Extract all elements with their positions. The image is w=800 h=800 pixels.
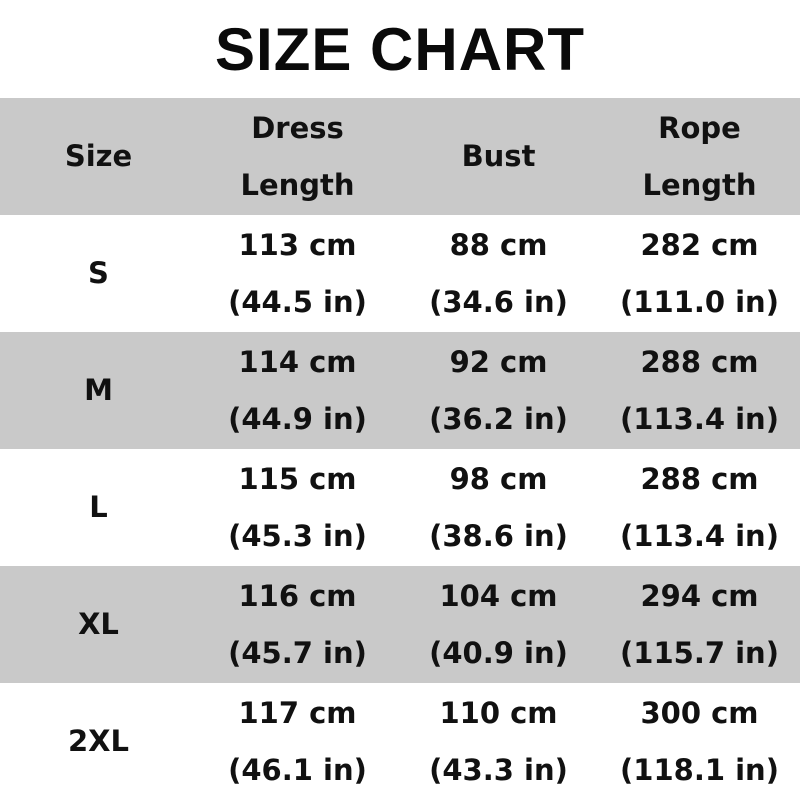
table-row: L 115 cm (45.3 in) 98 cm (38.6 in) 288 cm (113… <box>0 449 800 566</box>
rope-length-cell-rope-in: (118.1 in) <box>620 752 779 787</box>
header-dress-length: Dress Length <box>197 98 398 215</box>
bust-cell-bust-in: (43.3 in) <box>429 752 568 787</box>
dress-length-cell-dress-cm: 113 cm <box>238 227 357 262</box>
header-line1: Dress <box>251 110 344 145</box>
table-row: M 114 cm (44.9 in) 92 cm (36.2 in) 288 cm (113… <box>0 332 800 449</box>
header-line2: Length <box>240 167 355 202</box>
rope-length-cell: 288 cm (113.4 in) <box>599 332 800 449</box>
rope-length-cell: 282 cm (111.0 in) <box>599 215 800 332</box>
dress-length-cell: 116 cm (45.7 in) <box>197 566 398 683</box>
rope-length-cell-rope-in: (113.4 in) <box>620 401 779 436</box>
bust-cell: 92 cm (36.2 in) <box>398 332 599 449</box>
rope-length-cell-rope-cm: 288 cm <box>640 461 759 496</box>
dress-length-cell-dress-in: (44.9 in) <box>228 401 367 436</box>
rope-length-cell-rope-cm: 294 cm <box>640 578 759 613</box>
bust-cell-bust-in: (40.9 in) <box>429 635 568 670</box>
bust-cell-bust-in: (34.6 in) <box>429 284 568 319</box>
bust-cell: 104 cm (40.9 in) <box>398 566 599 683</box>
rope-length-cell-rope-cm: 288 cm <box>640 344 759 379</box>
table-row: XL 116 cm (45.7 in) 104 cm (40.9 in) 294 cm (1… <box>0 566 800 683</box>
rope-length-cell-rope-cm: 282 cm <box>640 227 759 262</box>
table-row: S 113 cm (44.5 in) 88 cm (34.6 in) 282 cm (111… <box>0 215 800 332</box>
dress-length-cell-dress-cm: 117 cm <box>238 695 357 730</box>
size-chart-table: Size Dress Length Bust Rope Length S 113 cm… <box>0 98 800 800</box>
header-bust: Bust <box>398 98 599 215</box>
table-row: 2XL 117 cm (46.1 in) 110 cm (43.3 in) 300 cm (… <box>0 683 800 800</box>
rope-length-cell: 300 cm (118.1 in) <box>599 683 800 800</box>
bust-cell: 110 cm (43.3 in) <box>398 683 599 800</box>
dress-length-cell: 117 cm (46.1 in) <box>197 683 398 800</box>
dress-length-cell-dress-cm: 114 cm <box>238 344 357 379</box>
bust-cell: 98 cm (38.6 in) <box>398 449 599 566</box>
dress-length-cell: 113 cm (44.5 in) <box>197 215 398 332</box>
bust-cell-bust-cm: 88 cm <box>449 227 548 262</box>
bust-cell-bust-in: (36.2 in) <box>429 401 568 436</box>
header-line1: Rope <box>658 110 741 145</box>
dress-length-cell-dress-cm: 116 cm <box>238 578 357 613</box>
size-cell: 2XL <box>0 683 197 800</box>
header-row: Size Dress Length Bust Rope Length <box>0 98 800 215</box>
size-cell: L <box>0 449 197 566</box>
bust-cell-bust-cm: 98 cm <box>449 461 548 496</box>
size-cell: S <box>0 215 197 332</box>
size-cell-size: M <box>84 373 113 407</box>
dress-length-cell-dress-in: (45.7 in) <box>228 635 367 670</box>
bust-cell: 88 cm (34.6 in) <box>398 215 599 332</box>
dress-length-cell-dress-cm: 115 cm <box>238 461 357 496</box>
size-cell: M <box>0 332 197 449</box>
header-size-label: Size <box>64 139 133 173</box>
bust-cell-bust-cm: 110 cm <box>439 695 558 730</box>
rope-length-cell-rope-cm: 300 cm <box>640 695 759 730</box>
header-bust-label: Bust <box>461 139 536 173</box>
dress-length-cell: 114 cm (44.9 in) <box>197 332 398 449</box>
size-cell-size: XL <box>78 607 119 641</box>
bust-cell-bust-cm: 92 cm <box>449 344 548 379</box>
rope-length-cell-rope-in: (111.0 in) <box>620 284 779 319</box>
rope-length-cell-rope-in: (113.4 in) <box>620 518 779 553</box>
dress-length-cell-dress-in: (44.5 in) <box>228 284 367 319</box>
dress-length-cell-dress-in: (46.1 in) <box>228 752 367 787</box>
size-cell-size: L <box>89 490 108 524</box>
bust-cell-bust-in: (38.6 in) <box>429 518 568 553</box>
rope-length-cell-rope-in: (115.7 in) <box>620 635 779 670</box>
rope-length-cell: 288 cm (113.4 in) <box>599 449 800 566</box>
size-cell: XL <box>0 566 197 683</box>
bust-cell-bust-cm: 104 cm <box>439 578 558 613</box>
page-title: SIZE CHART <box>215 15 585 83</box>
size-cell-size: 2XL <box>67 724 130 758</box>
dress-length-cell: 115 cm (45.3 in) <box>197 449 398 566</box>
size-cell-size: S <box>88 256 109 290</box>
rope-length-cell: 294 cm (115.7 in) <box>599 566 800 683</box>
header-size: Size <box>0 98 197 215</box>
dress-length-cell-dress-in: (45.3 in) <box>228 518 367 553</box>
header-line2: Length <box>642 167 757 202</box>
header-rope-length: Rope Length <box>599 98 800 215</box>
